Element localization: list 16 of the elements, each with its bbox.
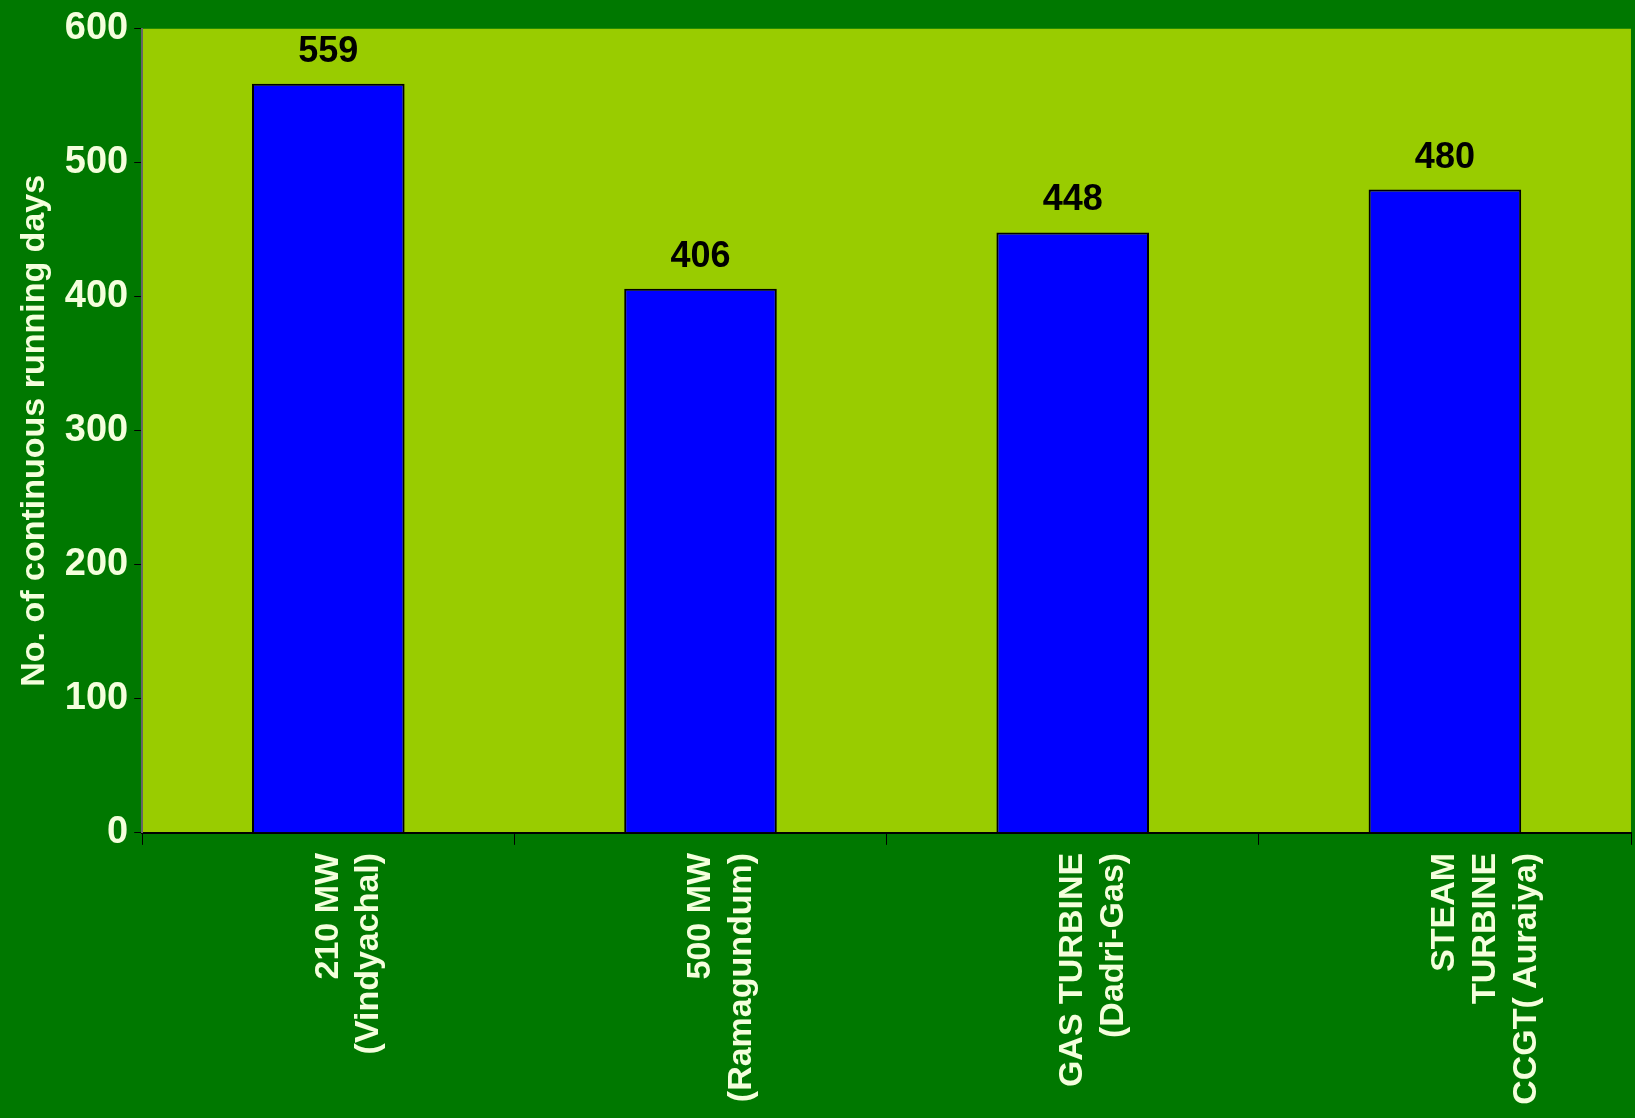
x-tick-label: GAS TURBINE (Dadri-Gas) <box>1051 852 1130 1088</box>
data-label: 448 <box>1042 177 1103 219</box>
y-axis-title: No. of continuous running days <box>12 174 51 687</box>
y-tick-label: 100 <box>64 675 129 718</box>
y-tick-label: 300 <box>64 407 129 450</box>
y-tick-label: 400 <box>64 273 129 316</box>
x-tick-label: 210 MW (Vindyachal) <box>306 851 386 1055</box>
x-tick-label: STEAM TURBINE CCGT( Auraiya) <box>1423 852 1543 1105</box>
x-tick-label: 500 MW (Ramagundum) <box>678 851 758 1103</box>
y-tick-label: 0 <box>107 809 129 852</box>
data-label: 406 <box>670 233 731 275</box>
data-label: 480 <box>1414 134 1475 176</box>
data-label: 559 <box>298 28 359 70</box>
y-tick-label: 600 <box>64 5 129 48</box>
y-tick-label: 500 <box>64 139 129 182</box>
y-tick-label: 200 <box>64 541 129 584</box>
